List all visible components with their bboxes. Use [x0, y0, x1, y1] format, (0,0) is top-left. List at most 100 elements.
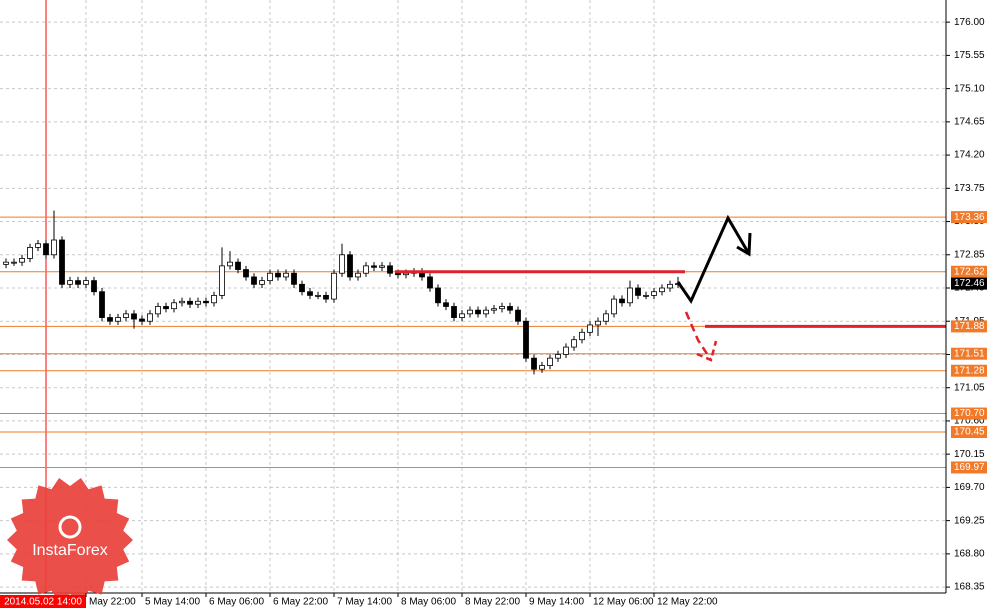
- candle-body: [339, 254, 345, 274]
- level-label-bg: [951, 407, 987, 420]
- candle-body: [659, 287, 665, 293]
- candle-body: [443, 302, 449, 307]
- candle-body: [555, 354, 561, 359]
- candle-body: [99, 291, 105, 318]
- candle-body: [195, 300, 201, 305]
- candle-body: [51, 239, 57, 256]
- logo-icon: [58, 515, 82, 539]
- y-tick-label: 169.25: [954, 515, 985, 526]
- candle-body: [11, 261, 17, 264]
- candle-body: [75, 280, 81, 285]
- candle-body: [475, 309, 481, 315]
- candle-body: [539, 365, 545, 370]
- candle-body: [307, 291, 313, 296]
- candle-body: [667, 283, 673, 289]
- candle-body: [259, 280, 265, 285]
- candle-body: [459, 313, 465, 318]
- candle-body: [627, 287, 633, 304]
- cursor-label-bg: [0, 595, 86, 608]
- candle-body: [291, 272, 297, 285]
- x-tick-label: 12 May 22:00: [657, 597, 718, 608]
- y-tick-label: 175.10: [954, 83, 985, 94]
- signals: [395, 270, 946, 328]
- y-tick-label: 170.15: [954, 449, 985, 460]
- candle-body: [571, 339, 577, 348]
- candle-body: [115, 317, 121, 322]
- candle-body: [427, 276, 433, 289]
- level-label-bg: [951, 320, 987, 333]
- candle-body: [43, 243, 49, 256]
- price-label-bg: [951, 277, 987, 290]
- forecast-arrow: [676, 214, 751, 305]
- candle-body: [19, 258, 25, 263]
- logo-text: InstaForex: [32, 542, 108, 559]
- candle-body: [83, 280, 89, 285]
- candle-body: [395, 272, 401, 276]
- candle-body: [203, 300, 209, 304]
- candle-body: [387, 265, 393, 274]
- candle-body: [435, 287, 441, 304]
- candle-body: [323, 294, 329, 300]
- candle-body: [491, 308, 497, 311]
- y-tick-label: 168.80: [954, 549, 985, 560]
- candle-body: [451, 306, 457, 318]
- logo: InstaForex: [7, 478, 133, 602]
- candle-body: [59, 239, 65, 285]
- candle-body: [91, 280, 97, 293]
- candle-body: [579, 331, 585, 341]
- y-tick-label: 174.65: [954, 116, 985, 127]
- candles: [3, 210, 681, 375]
- candle-body: [179, 300, 185, 304]
- y-tick-label: 169.70: [954, 482, 985, 493]
- candle-body: [211, 294, 217, 304]
- candle-body: [227, 261, 233, 267]
- alt-forecast-arrow: [684, 311, 713, 361]
- candle-body: [219, 265, 225, 296]
- candle-body: [371, 265, 377, 268]
- candle-body: [235, 261, 241, 270]
- candle-body: [499, 306, 505, 310]
- y-tick-label: 176.00: [954, 17, 985, 28]
- level-label-bg: [951, 265, 987, 278]
- y-tick-label: 175.55: [954, 50, 985, 61]
- candle-body: [611, 298, 617, 315]
- candle-body: [515, 309, 521, 322]
- candle-body: [27, 246, 33, 259]
- candle-body: [379, 265, 385, 268]
- candle-body: [315, 294, 321, 297]
- level-label: 169.97: [954, 462, 985, 473]
- level-label-bg: [951, 426, 987, 439]
- candle-body: [243, 269, 249, 278]
- candle-body: [155, 306, 161, 315]
- candle-body: [139, 318, 145, 322]
- x-tick-label: 5 May 14:00: [145, 597, 200, 608]
- candle-body: [635, 287, 641, 296]
- level-label: 171.51: [954, 348, 985, 359]
- level-label: 172.62: [954, 266, 985, 277]
- y-tick-label: 168.35: [954, 582, 985, 593]
- candle-body: [67, 280, 73, 285]
- candle-body: [171, 302, 177, 310]
- level-label: 170.70: [954, 408, 985, 419]
- candle-body: [187, 300, 193, 305]
- price-label: 172.46: [954, 278, 985, 289]
- x-tick-label: 8 May 06:00: [401, 597, 456, 608]
- candle-body: [363, 265, 369, 274]
- candle-body: [147, 313, 153, 322]
- x-tick-label: 9 May 14:00: [529, 597, 584, 608]
- candle-body: [35, 243, 41, 248]
- candle-body: [123, 313, 129, 318]
- candle-body: [131, 313, 137, 320]
- level-label-bg: [951, 211, 987, 224]
- level-label: 173.36: [954, 212, 985, 223]
- candle-body: [603, 313, 609, 322]
- forecast-arrowhead: [736, 232, 752, 257]
- candle-body: [107, 317, 113, 322]
- candle-body: [467, 309, 473, 315]
- level-label-bg: [951, 347, 987, 360]
- y-tick-label: 170.60: [954, 416, 985, 427]
- candle-body: [331, 272, 337, 300]
- candle-body: [651, 291, 657, 296]
- y-tick-label: 171.05: [954, 382, 985, 393]
- level-label: 171.88: [954, 321, 985, 332]
